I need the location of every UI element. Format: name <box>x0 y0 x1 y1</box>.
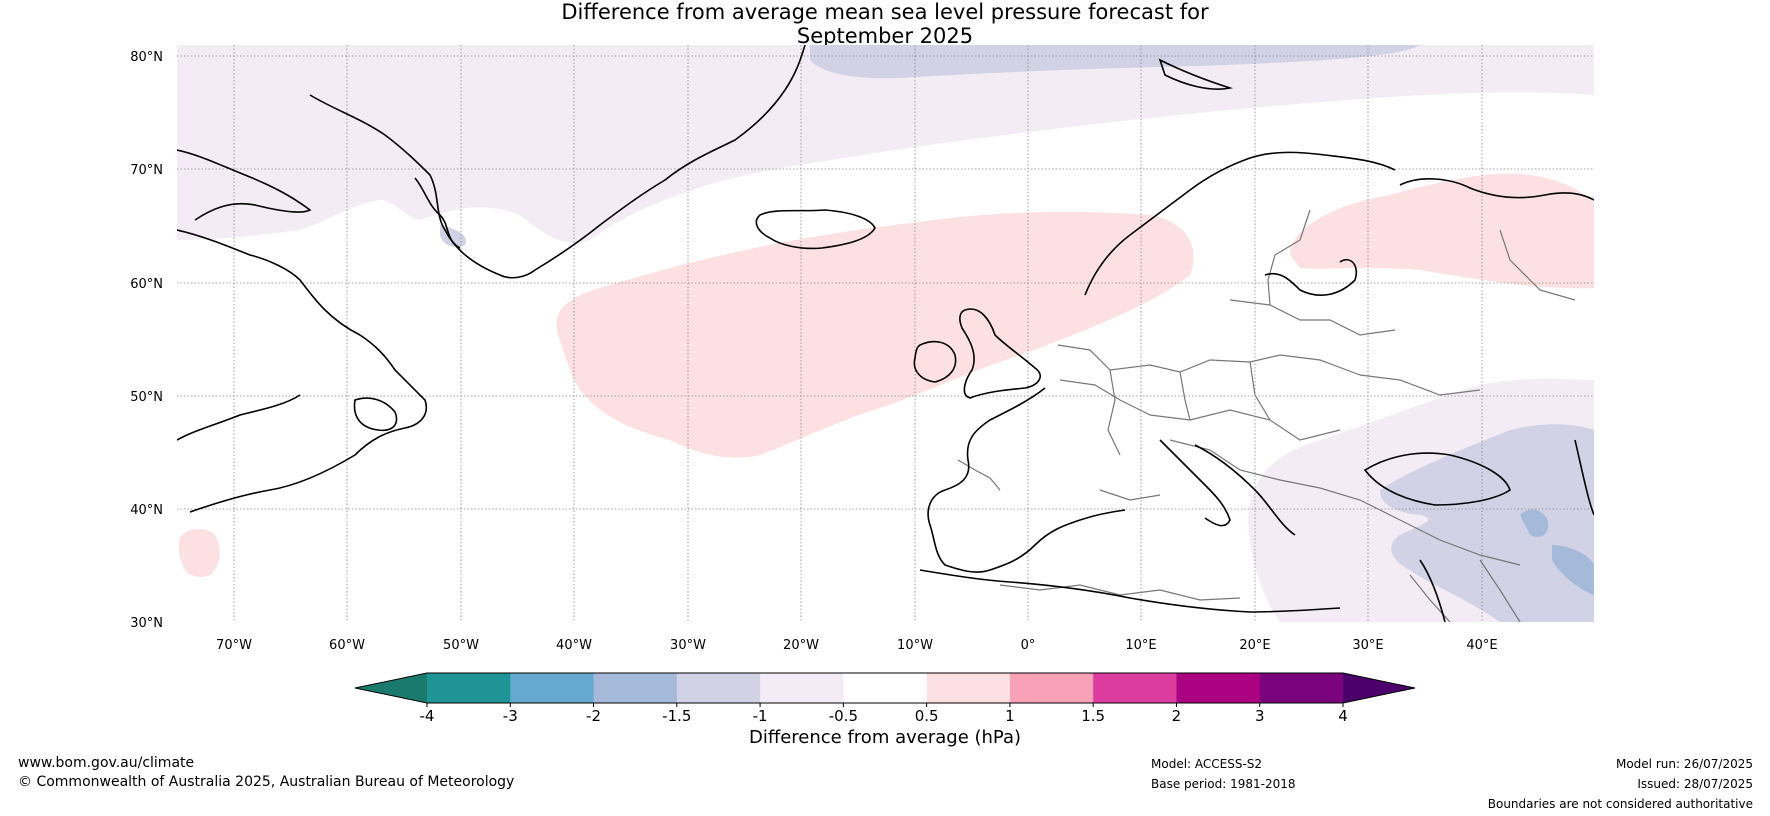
lon-label: 60°W <box>329 638 365 653</box>
ireland-coast <box>913 340 957 383</box>
copyright-text: © Commonwealth of Australia 2025, Austra… <box>18 774 515 790</box>
lat-label: 30°N <box>130 616 163 631</box>
lon-label: 40°E <box>1466 638 1497 653</box>
colorbar-box <box>843 673 928 703</box>
map-title-line1: Difference from average mean sea level p… <box>561 0 1209 24</box>
levant-coast <box>1419 559 1446 622</box>
map-plot-area <box>177 45 1594 622</box>
website-url: www.bom.gov.au/climate <box>18 755 195 771</box>
colorbar-box <box>510 673 595 703</box>
colorbar-extend-low <box>355 673 427 703</box>
colorbar-box <box>1259 673 1344 703</box>
colorbar-tick-label: -1 <box>753 707 768 725</box>
svalbard-coast <box>1158 58 1234 90</box>
colorbar-box <box>676 673 761 703</box>
lon-label: 20°E <box>1239 638 1270 653</box>
model-name: Model: ACCESS-S2 <box>1151 757 1263 771</box>
colorbar-tick-label: 4 <box>1338 707 1348 725</box>
anomaly-minus1-north <box>177 45 1594 243</box>
baltic-coast <box>1264 258 1358 296</box>
lon-label: 30°W <box>670 638 706 653</box>
colorbar: -4 -3 -2 -1.5 -1 -0.5 0.5 1 1.5 2 3 4 <box>354 672 1416 725</box>
colorbar-tick-label: -1.5 <box>662 707 691 725</box>
lon-label: 30°E <box>1352 638 1383 653</box>
britain-coast <box>959 308 1041 399</box>
colorbar-box <box>926 673 1011 703</box>
colorbar-extend-high <box>1343 673 1415 703</box>
model-run-date: Model run: 26/07/2025 <box>1615 757 1753 771</box>
base-period: Base period: 1981-2018 <box>1151 777 1296 791</box>
lon-label: 70°W <box>216 638 252 653</box>
norway-coast <box>1084 151 1396 296</box>
italy-coast <box>1159 439 1231 527</box>
colorbar-box <box>427 673 511 703</box>
lat-label: 50°N <box>130 390 163 405</box>
map-title: Difference from average mean sea level p… <box>0 0 1770 48</box>
anomaly-minus1p5-greenland-patch <box>440 225 466 247</box>
lon-label: 20°W <box>783 638 819 653</box>
colorbar-label: Difference from average (hPa) <box>748 727 1022 748</box>
anomaly-minus1p5-arctic <box>810 45 1420 79</box>
lon-label: 40°W <box>556 638 592 653</box>
iceland-coast <box>755 209 876 250</box>
anomaly-plus0p5-midatlantic <box>178 528 220 577</box>
colorbar-box <box>760 673 844 703</box>
lon-label: 10°W <box>897 638 933 653</box>
colorbar-tick-label: 1 <box>1005 707 1015 725</box>
canada-coast <box>177 149 427 513</box>
colorbar-tick-label: 1.5 <box>1081 707 1105 725</box>
lon-label: 50°W <box>443 638 479 653</box>
coastlines <box>177 45 1594 622</box>
anomaly-plus0p5-scandinavia <box>1290 173 1594 289</box>
balkan-coast <box>1194 444 1296 536</box>
russia-north-coast <box>1399 178 1594 201</box>
anomaly-minus2-caucasus <box>1520 509 1594 595</box>
colorbar-box <box>1093 673 1177 703</box>
lon-label: 10°E <box>1125 638 1156 653</box>
colorbar-tick-label: 0.5 <box>915 707 939 725</box>
newfoundland-coast <box>353 397 398 432</box>
greenland-coast <box>309 45 806 279</box>
lat-label: 40°N <box>130 503 163 518</box>
colorbar-tick-label: 2 <box>1172 707 1182 725</box>
lat-label: 80°N <box>130 50 163 65</box>
colorbar-box <box>593 673 678 703</box>
issued-date: Issued: 28/07/2025 <box>1637 777 1753 791</box>
colorbar-tick-label: 3 <box>1255 707 1265 725</box>
greenland-west-coast <box>414 177 461 249</box>
colorbar-box <box>1009 673 1094 703</box>
longitude-labels: 70°W 60°W 50°W 40°W 30°W 20°W 10°W 0° 10… <box>216 638 1498 653</box>
country-borders <box>957 209 1576 622</box>
blacksea-coast <box>1363 452 1511 506</box>
colorbar-box <box>1176 673 1261 703</box>
colorbar-tick-label: -3 <box>503 707 518 725</box>
caspian-coast <box>1574 439 1594 516</box>
colorbar-tick-label: -4 <box>420 707 435 725</box>
colorbar-tick-label: -2 <box>586 707 601 725</box>
disclaimer-text: Boundaries are not considered authoritat… <box>1487 797 1753 811</box>
map-title-line2: September 2025 <box>796 24 974 48</box>
latitude-labels: 80°N 70°N 60°N 50°N 40°N 30°N <box>130 50 163 631</box>
anomaly-plus0p5-atlantic <box>556 211 1194 458</box>
lat-label: 60°N <box>130 277 163 292</box>
anomaly-minus1p5-blacksea <box>1380 424 1594 622</box>
colorbar-tick-label: -0.5 <box>829 707 858 725</box>
lon-label: 0° <box>1021 638 1036 653</box>
north-africa-coast <box>919 569 1341 613</box>
lat-label: 70°N <box>130 163 163 178</box>
europe-west-coast <box>927 387 1126 573</box>
